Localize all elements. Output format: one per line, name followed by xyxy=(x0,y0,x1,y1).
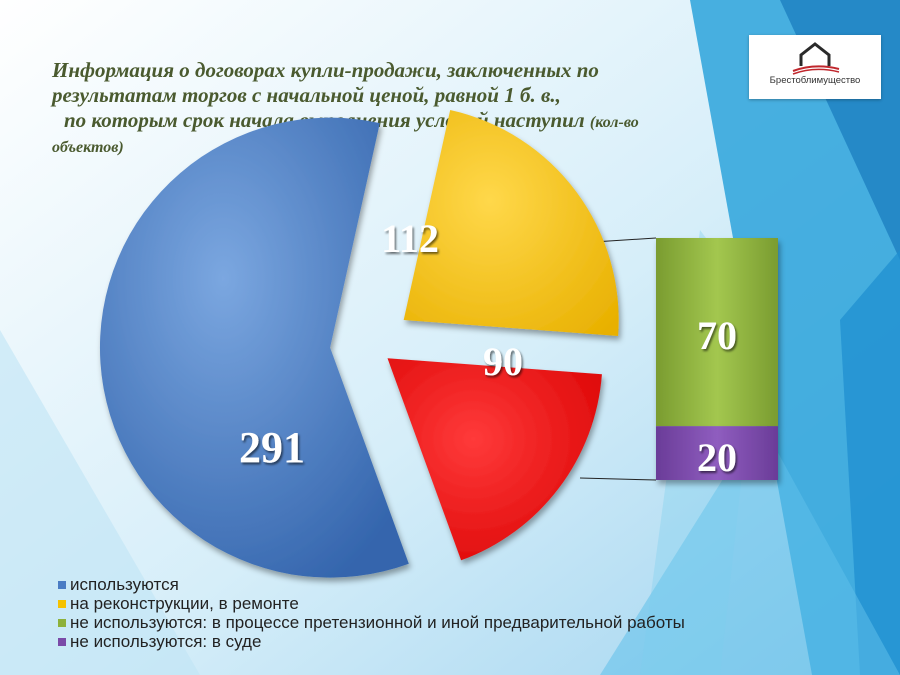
pie-slice-used xyxy=(99,117,409,578)
legend-item-pretrial: не используются: в процессе претензионно… xyxy=(58,613,685,632)
legend-item-court: не используются: в суде xyxy=(58,632,685,651)
logo-text: Брестоблимущество xyxy=(769,75,861,86)
pie-slice-not-used xyxy=(387,358,602,561)
legend-label: не используются: в процессе претензионно… xyxy=(70,613,685,632)
title-line-4: объектов) xyxy=(52,139,124,156)
data-label-used: 291 xyxy=(239,423,305,472)
legend-item-reconstruction: на реконструкции, в ремонте xyxy=(58,594,685,613)
chart-title: Информация о договорах купли-продажи, за… xyxy=(52,58,742,160)
pie-slice-reconstruction xyxy=(403,110,619,336)
house-logo-icon xyxy=(792,42,840,75)
legend-swatch xyxy=(58,638,66,646)
legend-swatch xyxy=(58,600,66,608)
legend-label: используются xyxy=(70,575,179,594)
legend-item-used: используются xyxy=(58,575,685,594)
connector-line-bottom xyxy=(579,477,657,481)
legend-swatch xyxy=(58,619,66,627)
title-line-3-suffix: (кол-во xyxy=(589,114,639,131)
data-label-reconstruction: 112 xyxy=(381,216,439,261)
legend: используются на реконструкции, в ремонте… xyxy=(58,575,685,651)
bar-segment-pretrial xyxy=(656,238,778,427)
company-logo: Брестоблимущество xyxy=(749,35,881,99)
legend-swatch xyxy=(58,581,66,589)
legend-label: на реконструкции, в ремонте xyxy=(70,594,299,613)
title-line-2: результатам торгов с начальной ценой, ра… xyxy=(52,83,561,107)
data-label-not-used: 90 xyxy=(483,339,523,384)
legend-label: не используются: в суде xyxy=(70,632,262,651)
title-line-1: Информация о договорах купли-продажи, за… xyxy=(52,58,599,82)
data-label-pretrial: 70 xyxy=(697,313,737,358)
data-label-court: 20 xyxy=(697,435,737,480)
bar-segment-court xyxy=(656,426,778,480)
